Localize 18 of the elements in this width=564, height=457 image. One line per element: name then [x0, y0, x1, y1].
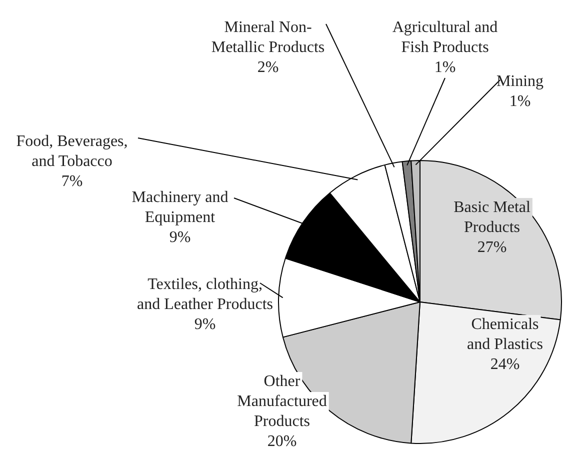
data-label: 27%	[477, 239, 507, 256]
slice-label: Machinery and Equipment	[132, 189, 228, 226]
slice-label: Agricultural and Fish Products	[392, 19, 498, 56]
data-label: 20%	[267, 433, 297, 450]
data-label: 9%	[169, 229, 191, 246]
slice-label: Basic Metal Products	[454, 199, 531, 236]
slice-label: Food, Beverages, and Tobacco	[16, 133, 128, 170]
data-label: 1%	[509, 93, 531, 110]
slice-label: Textiles, clothing, and Leather Products	[137, 276, 273, 314]
data-label: 2%	[257, 59, 279, 76]
data-label: 24%	[490, 356, 520, 374]
data-label: 9%	[194, 316, 216, 334]
data-label: 1%	[434, 59, 456, 76]
slice-label: Chemicals and Plastics	[467, 316, 543, 354]
slice-label: Mineral Non-Metallic Products	[211, 19, 325, 56]
data-label: 7%	[61, 173, 83, 190]
slice-label: Other Manufactured Products	[237, 373, 327, 430]
slice-label: Mining	[496, 73, 544, 90]
